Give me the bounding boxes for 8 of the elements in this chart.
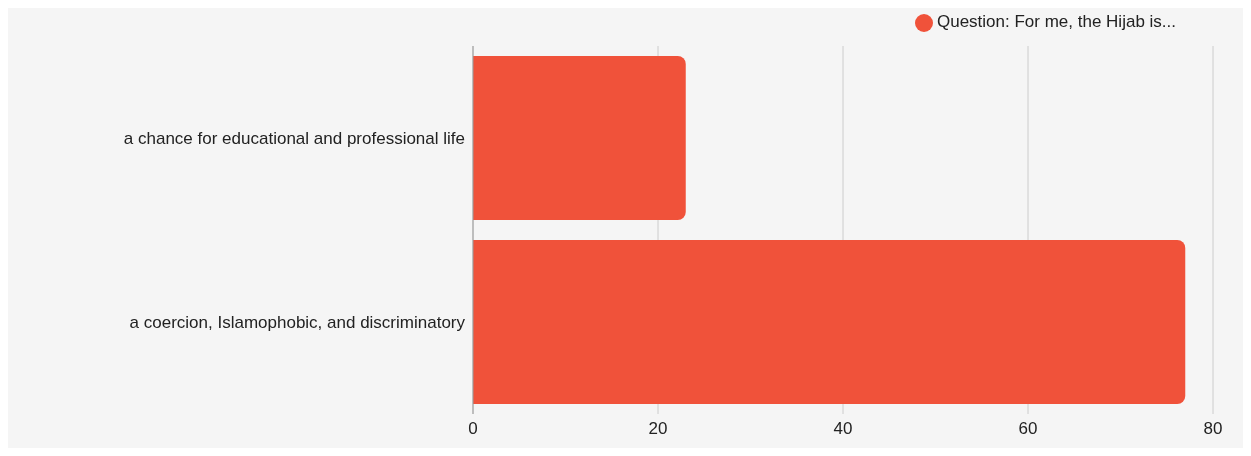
legend-label: Question: For me, the Hijab is...: [936, 12, 1177, 31]
x-tick-label: 60: [1018, 419, 1038, 439]
y-tick-label: a coercion, Islamophobic, and discriminatory: [129, 313, 466, 333]
y-tick-label: a chance for educational and professional life: [123, 129, 465, 149]
x-tick-label: 80: [1203, 419, 1223, 439]
x-tick-label: 0: [468, 419, 478, 439]
x-tick-label: 40: [833, 419, 853, 439]
x-tick-label: 20: [648, 419, 668, 439]
